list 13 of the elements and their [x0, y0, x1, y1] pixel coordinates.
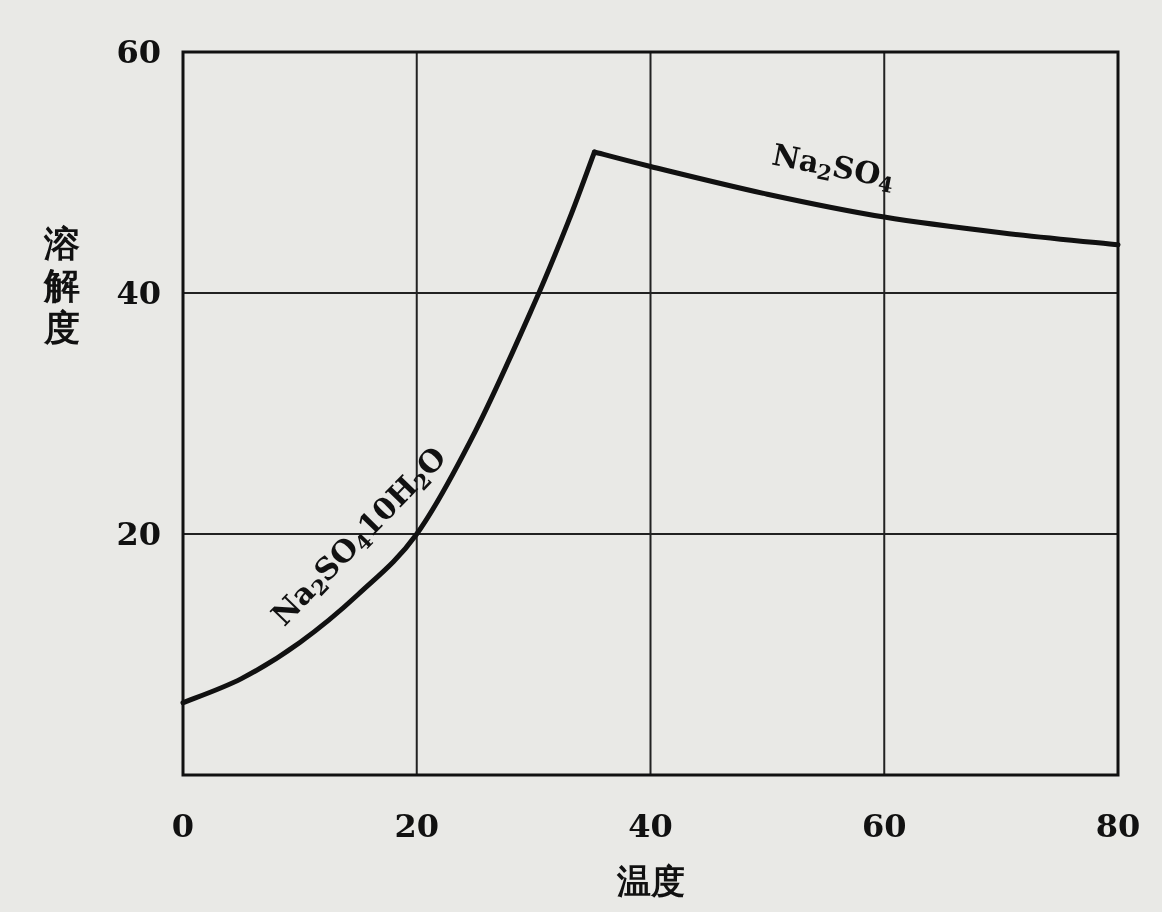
- x-axis-title: 温度: [615, 861, 685, 901]
- ylabel: 度: [44, 305, 80, 348]
- x-tick-label: 0: [171, 807, 195, 845]
- x-tick-label: 60: [861, 807, 907, 845]
- ylabel: 溶: [44, 221, 80, 264]
- text: Na$_{2}$SO$_{4}$: [769, 136, 896, 199]
- y-tick-label: 60: [116, 33, 161, 71]
- y-tick-label: 20: [116, 515, 161, 553]
- x-tick-label: 20: [394, 807, 440, 845]
- ylabel: 解: [44, 263, 80, 306]
- y-tick-label: 40: [116, 274, 161, 312]
- x-tick-label: 80: [1095, 807, 1141, 845]
- x-tick-label: 40: [628, 807, 673, 845]
